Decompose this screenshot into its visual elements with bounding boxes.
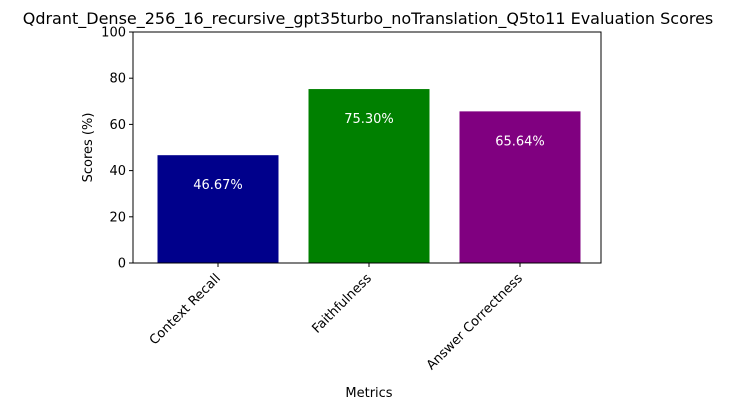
y-axis: 0 20 40 60 80 100	[101, 26, 133, 272]
plot-area-frame	[132, 31, 602, 264]
x-axis: Context Recall Faithfulness Answer Correct…	[147, 263, 526, 373]
y-tick-label: 80	[109, 72, 126, 87]
bar	[157, 155, 279, 263]
x-tick-label: Answer Correctness	[424, 271, 526, 373]
y-axis-label: Scores (%)	[81, 113, 96, 183]
bars-group: 46.67% 75.30% 65.64%	[157, 89, 581, 263]
bar	[459, 111, 581, 263]
bar-value-label: 65.64%	[495, 134, 545, 149]
y-tick-label: 0	[118, 257, 126, 272]
x-tick-label: Context Recall	[147, 271, 224, 348]
bar-value-label: 75.30%	[344, 112, 394, 127]
bar	[308, 89, 430, 263]
y-tick-label: 20	[109, 210, 126, 225]
x-axis-label: Metrics	[345, 386, 392, 401]
bar-value-label: 46.67%	[193, 178, 243, 193]
y-tick-label: 100	[101, 26, 126, 41]
x-tick-label: Faithfulness	[309, 271, 375, 337]
y-tick-label: 40	[109, 164, 126, 179]
chart-title: Qdrant_Dense_256_16_recursive_gpt35turbo…	[23, 9, 714, 29]
y-tick-label: 60	[109, 118, 126, 133]
